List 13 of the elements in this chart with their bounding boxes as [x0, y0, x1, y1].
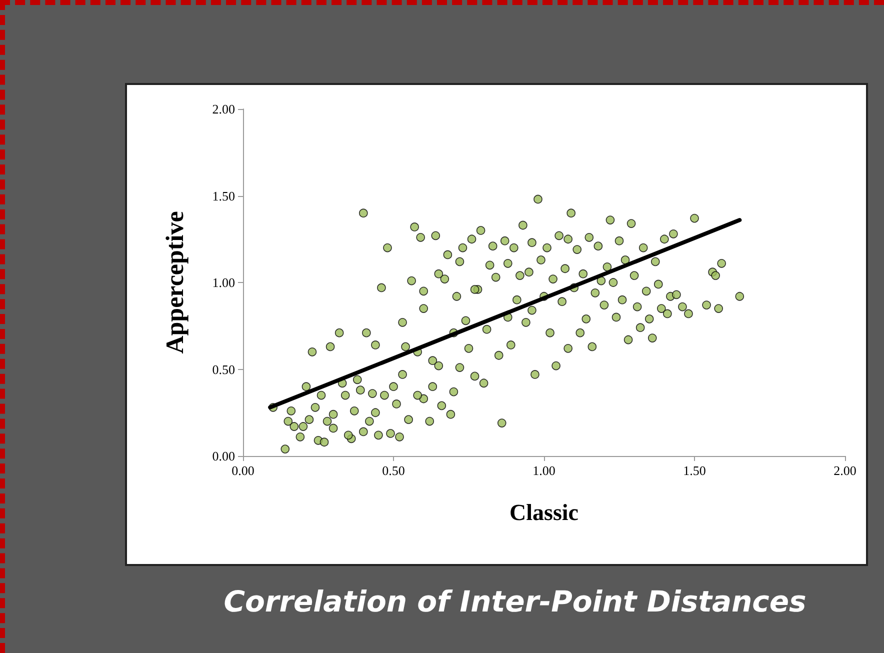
y-tick-label: 2.00 [212, 102, 235, 116]
x-tick-label: 0.00 [232, 463, 254, 478]
x-tick-label: 1.00 [532, 463, 556, 478]
x-axis-title: Classic [510, 500, 578, 525]
y-tick-label: 0.00 [212, 448, 235, 464]
x-tick-label: 1.50 [683, 463, 706, 478]
text: Correlation of Inter-Point Distances [224, 584, 806, 618]
x-tick-label: 2.00 [834, 463, 856, 478]
y-tick-label: 1.50 [212, 188, 235, 204]
y-tick-label: 1.00 [212, 275, 235, 290]
y-tick-label: 0.50 [212, 362, 235, 377]
x-tick-label: 0.50 [382, 463, 405, 478]
y-axis-title: Apperceptive [162, 211, 189, 354]
